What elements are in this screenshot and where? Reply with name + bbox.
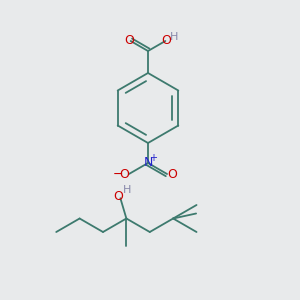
Text: +: + [149,153,157,163]
Text: O: O [119,169,129,182]
Text: O: O [125,34,135,46]
Text: O: O [161,34,171,46]
Text: N: N [143,157,153,169]
Text: −: − [113,167,123,181]
Text: H: H [123,185,132,195]
Text: O: O [113,190,123,203]
Text: O: O [167,169,177,182]
Text: H: H [170,32,178,42]
